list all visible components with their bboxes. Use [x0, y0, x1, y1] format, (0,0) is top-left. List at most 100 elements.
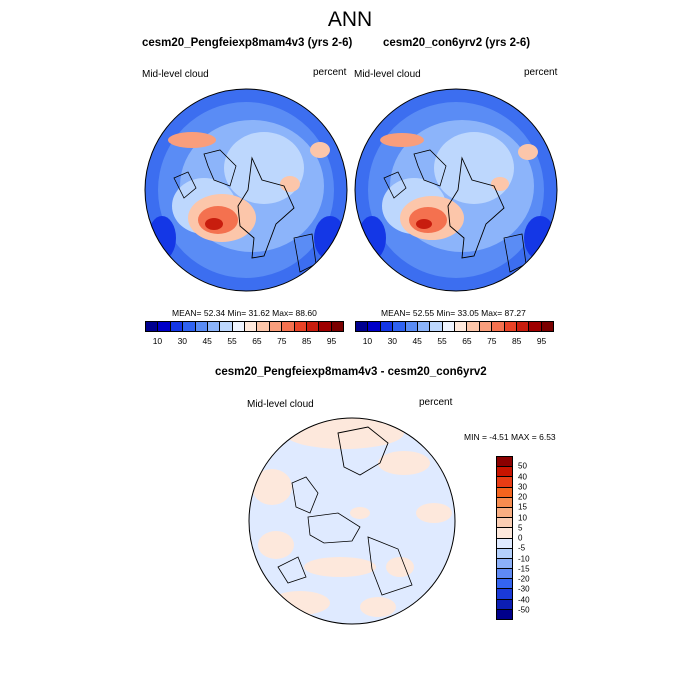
panel-1-colorbar-box	[195, 322, 208, 331]
panel-2-colorbar-label: 30	[387, 336, 398, 346]
panel-2-colorbar-label: 95	[536, 336, 547, 346]
difference-colorbar-label: 10	[518, 513, 527, 522]
panel-1-colorbar-label: 10	[152, 336, 163, 346]
difference-colorbar-label: -20	[518, 574, 530, 584]
difference-colorbar-label: -40	[518, 595, 530, 604]
panel-2-colorbar-box	[356, 322, 369, 331]
panel-2-colorbar-box	[516, 322, 530, 331]
panel-1-colorbar-box	[207, 322, 221, 331]
difference-colorbar-box	[497, 538, 512, 549]
panel-1-colorbar-box	[146, 322, 159, 331]
coastline-outline	[237, 156, 295, 259]
difference-colorbar-label: 40	[518, 472, 527, 481]
difference-colorbar-labels: 50 40 30 20 15 10 5 0 -5 -10 -15 -20 -30 -40 -50	[518, 456, 542, 620]
panel-1-colorbar-label: 45	[202, 336, 212, 346]
coastline-outline	[447, 156, 505, 259]
difference-colorbar-label: 5	[518, 523, 523, 533]
panel-2-colorbar-label: 75	[487, 336, 497, 346]
panel-1-colorbar-box	[170, 322, 184, 331]
panel-1-colorbar-label: 30	[177, 336, 188, 346]
difference-colorbar-box	[497, 609, 512, 619]
difference-colorbar-box	[497, 599, 512, 610]
panel-2-colorbar-box	[529, 322, 542, 331]
difference-colorbar-label: -5	[518, 543, 526, 553]
panel-2-colorbar-label: 55	[437, 336, 447, 346]
panel-2-colorbar-box	[393, 322, 406, 331]
difference-colorbar-box	[497, 579, 512, 590]
panel-1-colorbar-label: 95	[326, 336, 337, 346]
panel-2-colorbar-box	[541, 322, 553, 331]
panel-1-colorbar-box	[257, 322, 270, 331]
panel-1-colorbar-label: 85	[301, 336, 312, 346]
panel-1-variable-label: Mid-level cloud	[142, 69, 209, 80]
panel-2-stats: MEAN= 52.55 Min= 33.05 Max= 87.27	[381, 308, 526, 318]
difference-colorbar-label: 20	[518, 492, 527, 502]
difference-units-label: percent	[419, 397, 453, 408]
difference-colorbar-box	[497, 558, 512, 570]
panel-2-colorbar-labels: 10 30 45 55 65 75 85 95	[355, 336, 554, 348]
difference-variable-label: Mid-level cloud	[247, 399, 314, 410]
difference-polar-map	[248, 417, 456, 625]
panel-1-units-label: percent	[313, 67, 347, 78]
difference-colorbar-label: 0	[518, 533, 523, 543]
panel-1-colorbar-box	[220, 322, 233, 331]
panel-1-colorbar-box	[183, 322, 196, 331]
panel-2-colorbar-box	[492, 322, 505, 331]
panel-2-polar-map	[354, 88, 558, 292]
difference-colorbar-box	[497, 477, 512, 488]
difference-colorbar-box	[497, 457, 512, 468]
difference-colorbar-label: -15	[518, 564, 530, 574]
difference-colorbar-label: 30	[518, 482, 527, 492]
panel-1-colorbar-box	[306, 322, 320, 331]
panel-2-colorbar-box	[368, 322, 381, 331]
panel-2-units-label: percent	[524, 67, 558, 78]
difference-colorbar-label: -50	[518, 605, 530, 615]
panel-1-colorbar-labels: 10 30 45 55 65 75 85 95	[145, 336, 344, 348]
panel-2-colorbar-box	[380, 322, 394, 331]
panel-1-colorbar-label: 65	[252, 336, 262, 346]
panel-1-colorbar-box	[294, 322, 307, 331]
panel-2-colorbar-box	[442, 322, 455, 331]
panel-2-colorbar-box	[405, 322, 418, 331]
panel-1-colorbar-box	[319, 322, 332, 331]
panel-1-stats: MEAN= 52.34 Min= 31.62 Max= 88.60	[172, 308, 317, 318]
panel-2-variable-label: Mid-level cloud	[354, 69, 421, 80]
panel-1-colorbar	[145, 321, 344, 332]
panel-1-colorbar-box	[282, 322, 295, 331]
panel-1-colorbar-box	[331, 322, 343, 331]
panel-2-title: cesm20_con6yrv2 (yrs 2-6)	[383, 37, 531, 49]
panel-1-colorbar-box	[245, 322, 258, 331]
difference-colorbar-box	[497, 548, 512, 559]
difference-title: cesm20_Pengfeiexp8mam4v3 - cesm20_con6yr…	[215, 366, 487, 378]
panel-1-colorbar-box	[232, 322, 245, 331]
difference-colorbar	[496, 456, 513, 620]
difference-colorbar-label: 50	[518, 461, 527, 471]
panel-2-colorbar-box	[417, 322, 431, 331]
panel-2-colorbar-box	[467, 322, 480, 331]
panel-1-colorbar-box	[269, 322, 283, 331]
panel-2-colorbar-label: 45	[412, 336, 422, 346]
panel-1-colorbar-box	[158, 322, 171, 331]
panel-2-colorbar-label: 85	[511, 336, 522, 346]
coastline-outline	[337, 426, 389, 476]
panel-2-colorbar-box	[504, 322, 517, 331]
difference-colorbar-box	[497, 528, 512, 539]
difference-colorbar-label: -30	[518, 584, 530, 594]
panel-2-colorbar-box	[479, 322, 493, 331]
difference-colorbar-box	[497, 467, 512, 478]
difference-minmax: MIN = -4.51 MAX = 6.53	[464, 432, 556, 442]
panel-1-colorbar-label: 55	[227, 336, 237, 346]
difference-colorbar-box	[497, 569, 512, 580]
figure-title: ANN	[327, 8, 373, 31]
difference-colorbar-box	[497, 507, 512, 519]
difference-colorbar-label: -10	[518, 554, 530, 563]
panel-2-colorbar-label: 10	[362, 336, 373, 346]
difference-colorbar-label: 15	[518, 502, 527, 512]
panel-2-colorbar-box	[430, 322, 443, 331]
panel-2-colorbar	[355, 321, 554, 332]
difference-colorbar-box	[497, 589, 512, 600]
panel-1-colorbar-label: 75	[277, 336, 287, 346]
panel-1-title: cesm20_Pengfeiexp8mam4v3 (yrs 2-6)	[142, 37, 353, 49]
difference-colorbar-box	[497, 518, 512, 529]
difference-colorbar-box	[497, 487, 512, 498]
